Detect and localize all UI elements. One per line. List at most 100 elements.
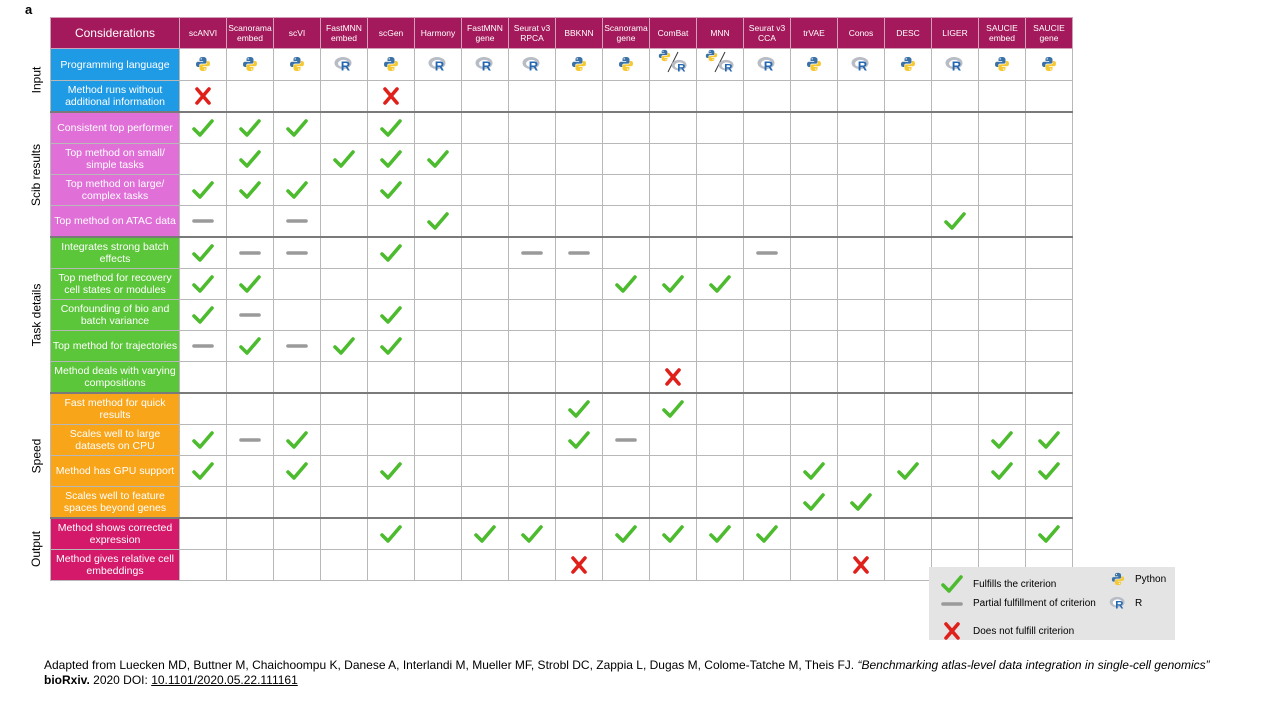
matrix-cell	[273, 268, 321, 300]
matrix-cell	[179, 361, 227, 394]
considerations-header: Considerations	[50, 17, 180, 49]
matrix-cell	[602, 268, 650, 300]
python-r-logo-icon: R	[703, 49, 737, 80]
matrix-cell	[1025, 268, 1073, 300]
cross-icon	[852, 555, 870, 575]
matrix-cell	[555, 392, 603, 425]
matrix-cell	[273, 486, 321, 519]
matrix-cell	[508, 486, 556, 519]
check-icon	[615, 274, 637, 294]
matrix-cell	[978, 424, 1026, 456]
matrix-cell	[226, 111, 274, 144]
criterion-label: Scales well to feature spaces beyond gen…	[50, 486, 180, 519]
matrix-cell	[696, 517, 744, 550]
criterion-row: Top method for recovery cell states or m…	[50, 268, 1073, 300]
check-icon	[192, 305, 214, 325]
criterion-label: Method has GPU support	[50, 455, 180, 487]
matrix-cell	[696, 299, 744, 331]
matrix-cell: R	[320, 48, 368, 81]
matrix-cell	[555, 205, 603, 238]
criterion-label: Method shows corrected expression	[50, 517, 180, 550]
method-name-line: BBKNN	[564, 28, 594, 38]
matrix-cell	[273, 361, 321, 394]
check-icon	[756, 524, 778, 544]
matrix-cell	[790, 111, 838, 144]
matrix-cell	[273, 392, 321, 425]
matrix-cell	[696, 549, 744, 581]
matrix-cell	[508, 299, 556, 331]
matrix-cell	[790, 48, 838, 81]
criterion-row: Scales well to feature spaces beyond gen…	[50, 486, 1073, 519]
svg-text:R: R	[677, 63, 685, 73]
method-name-line: Harmony	[420, 28, 456, 38]
svg-text:R: R	[529, 59, 539, 73]
matrix-cell	[320, 268, 368, 300]
citation-year: 2020 DOI:	[93, 673, 148, 687]
matrix-cell	[931, 268, 979, 300]
matrix-cell	[367, 299, 415, 331]
matrix-cell	[414, 111, 462, 144]
matrix-cell	[696, 455, 744, 487]
method-header: SAUCIE gene	[1025, 17, 1073, 49]
matrix-cell	[367, 236, 415, 269]
matrix-cell	[508, 80, 556, 113]
python-r-logo-icon: R	[656, 49, 690, 80]
partial-dash-icon	[286, 342, 308, 350]
check-icon	[615, 524, 637, 544]
matrix-cell	[649, 486, 697, 519]
matrix-cell	[931, 361, 979, 394]
partial-dash-icon	[286, 217, 308, 225]
matrix-cell	[414, 424, 462, 456]
doi-link[interactable]: 10.1101/2020.05.22.111161	[151, 673, 298, 687]
r-logo-icon: R	[945, 56, 965, 72]
matrix-cell	[602, 549, 650, 581]
method-header: Seurat v3 RPCA	[508, 17, 556, 49]
matrix-cell	[273, 205, 321, 238]
check-icon	[192, 274, 214, 294]
matrix-cell	[508, 424, 556, 456]
matrix-cell	[367, 392, 415, 425]
matrix-cell	[649, 455, 697, 487]
matrix-cell	[931, 174, 979, 206]
matrix-cell	[790, 299, 838, 331]
matrix-cell	[1025, 455, 1073, 487]
method-name-line: embed	[989, 33, 1015, 43]
matrix-cell	[696, 486, 744, 519]
check-icon	[333, 149, 355, 169]
matrix-cell	[367, 486, 415, 519]
criterion-label: Integrates strong batch effects	[50, 236, 180, 269]
check-icon	[286, 461, 308, 481]
matrix-cell	[884, 143, 932, 175]
matrix-cell	[884, 486, 932, 519]
matrix-cell	[649, 392, 697, 425]
matrix-cell	[837, 205, 885, 238]
matrix-cell	[1025, 236, 1073, 269]
matrix-cell	[461, 268, 509, 300]
matrix-cell	[790, 80, 838, 113]
matrix-cell	[1025, 486, 1073, 519]
matrix-cell	[884, 48, 932, 81]
check-icon	[239, 274, 261, 294]
matrix-cell	[837, 143, 885, 175]
check-icon	[427, 211, 449, 231]
python-logo-icon	[383, 56, 399, 72]
matrix-cell	[1025, 424, 1073, 456]
matrix-cell	[179, 268, 227, 300]
legend-partial: Partial fulfillment of criterion	[941, 598, 1096, 609]
matrix-cell	[790, 549, 838, 581]
matrix-cell	[884, 330, 932, 362]
svg-text:R: R	[764, 59, 774, 73]
matrix-cell	[320, 299, 368, 331]
matrix-cell	[508, 111, 556, 144]
matrix-cell	[931, 330, 979, 362]
matrix-cell	[508, 143, 556, 175]
group-label-text: Task details	[29, 283, 44, 347]
matrix-cell	[367, 205, 415, 238]
matrix-cell	[743, 143, 791, 175]
matrix-cell	[790, 455, 838, 487]
r-logo-icon: R	[522, 56, 542, 72]
r-logo-icon: R	[851, 56, 871, 72]
matrix-cell	[931, 80, 979, 113]
criterion-label: Consistent top performer	[50, 111, 180, 144]
matrix-cell	[179, 455, 227, 487]
